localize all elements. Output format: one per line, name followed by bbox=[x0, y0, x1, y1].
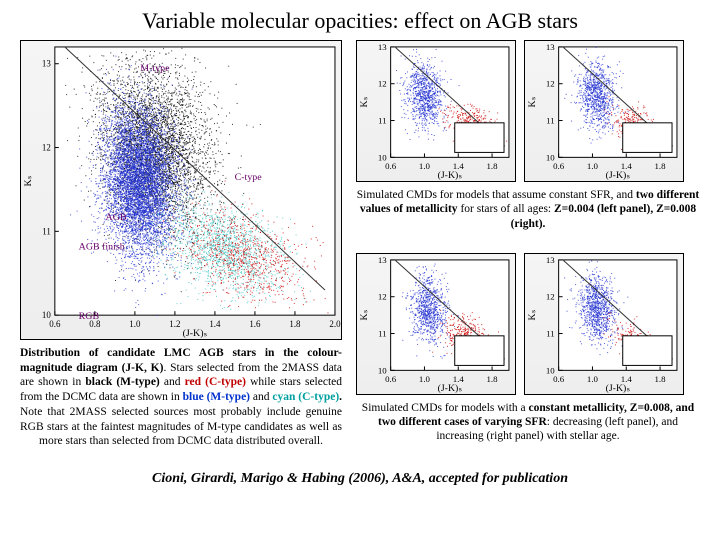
bottom-panel-pair: 0.61.01.41.810111213(J-K)ₛKₛ 0.61.01.41.… bbox=[356, 253, 700, 395]
svg-text:2.0: 2.0 bbox=[329, 319, 341, 329]
top-caption: Simulated CMDs for models that assume co… bbox=[356, 188, 700, 231]
svg-text:12: 12 bbox=[42, 143, 51, 153]
right-column: 0.61.01.41.810111213(J-K)ₛKₛ 0.61.01.41.… bbox=[356, 40, 700, 461]
svg-text:13: 13 bbox=[42, 59, 51, 69]
bottom-right-panel: 0.61.01.41.810111213(J-K)ₛKₛ bbox=[524, 253, 684, 395]
bottom-caption: Simulated CMDs for models with a constan… bbox=[356, 401, 700, 444]
content-row: 0.60.81.01.21.41.61.82.010111213(J-K)ₛKₛ… bbox=[20, 40, 700, 461]
svg-text:1.6: 1.6 bbox=[249, 319, 261, 329]
page-title: Variable molecular opacities: effect on … bbox=[20, 8, 700, 34]
left-column: 0.60.81.01.21.41.61.82.010111213(J-K)ₛKₛ… bbox=[20, 40, 342, 461]
svg-text:10: 10 bbox=[42, 310, 51, 320]
svg-text:1.8: 1.8 bbox=[289, 319, 301, 329]
svg-text:0.6: 0.6 bbox=[49, 319, 61, 329]
svg-text:(J-K)ₛ: (J-K)ₛ bbox=[183, 328, 208, 339]
reference: Cioni, Girardi, Marigo & Habing (2006), … bbox=[20, 471, 700, 487]
bottom-left-panel: 0.61.01.41.810111213(J-K)ₛKₛ bbox=[356, 253, 516, 395]
left-caption: Distribution of candidate LMC AGB stars … bbox=[20, 346, 342, 449]
top-left-panel: 0.61.01.41.810111213(J-K)ₛKₛ bbox=[356, 40, 516, 182]
top-panel-pair: 0.61.01.41.810111213(J-K)ₛKₛ 0.61.01.41.… bbox=[356, 40, 700, 182]
svg-text:1.4: 1.4 bbox=[209, 319, 221, 329]
svg-text:1.2: 1.2 bbox=[169, 319, 180, 329]
svg-text:11: 11 bbox=[42, 226, 51, 236]
top-right-panel: 0.61.01.41.810111213(J-K)ₛKₛ bbox=[524, 40, 684, 182]
svg-text:1.0: 1.0 bbox=[129, 319, 141, 329]
left-cmd-scatter: 0.60.81.01.21.41.61.82.010111213(J-K)ₛKₛ… bbox=[20, 40, 342, 340]
svg-text:Kₛ: Kₛ bbox=[23, 175, 34, 186]
